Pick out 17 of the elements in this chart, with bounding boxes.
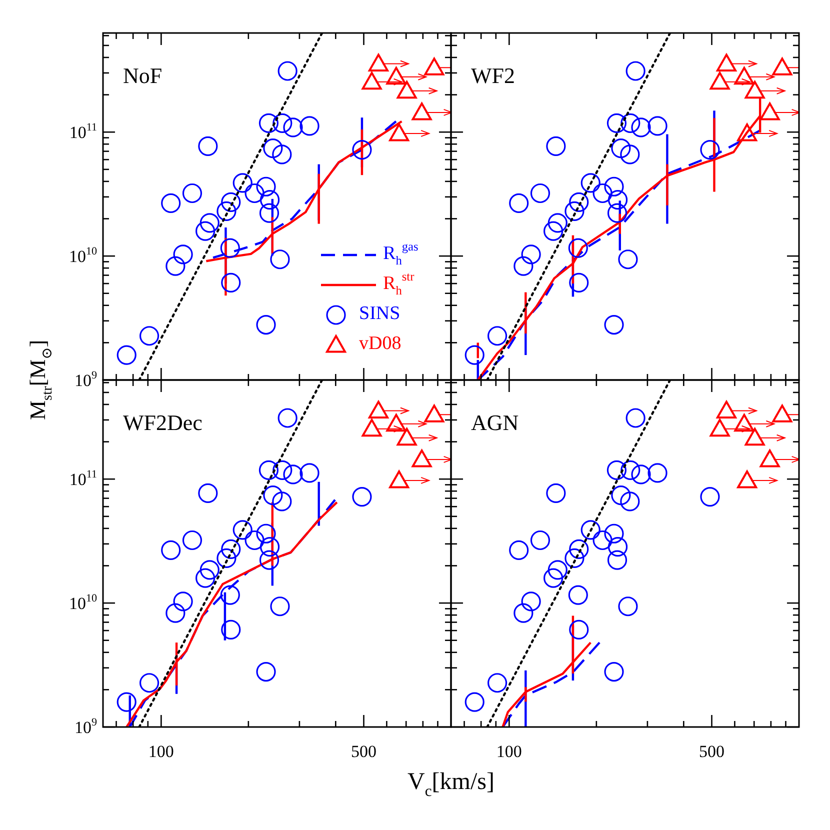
- legend-label: vD08: [359, 333, 402, 354]
- text: WF2: [471, 63, 515, 88]
- legend-label: SINS: [359, 303, 400, 324]
- x-tick-label: 500: [351, 742, 376, 761]
- y-tick-label: 10$^{11}$: [69, 121, 97, 142]
- y-tick-label: 10$^{9}$: [74, 369, 98, 390]
- y-tick-label: 10$^{10}$: [68, 592, 98, 614]
- y-tick-label: 10$^{10}$: [68, 245, 98, 266]
- x-tick-label: 100: [496, 742, 522, 761]
- text: WF2Dec: [123, 410, 203, 435]
- x-tick-label: 100: [148, 742, 174, 761]
- x-axis-title: V$_{c}$[km/s]: [408, 769, 494, 800]
- x-tick-label: 500: [699, 742, 724, 761]
- text: AGN: [471, 410, 519, 435]
- y-tick-label: 10$^{11}$: [69, 468, 97, 490]
- y-tick-label: 10$^{9}$: [74, 716, 98, 737]
- text: NoF: [123, 63, 162, 88]
